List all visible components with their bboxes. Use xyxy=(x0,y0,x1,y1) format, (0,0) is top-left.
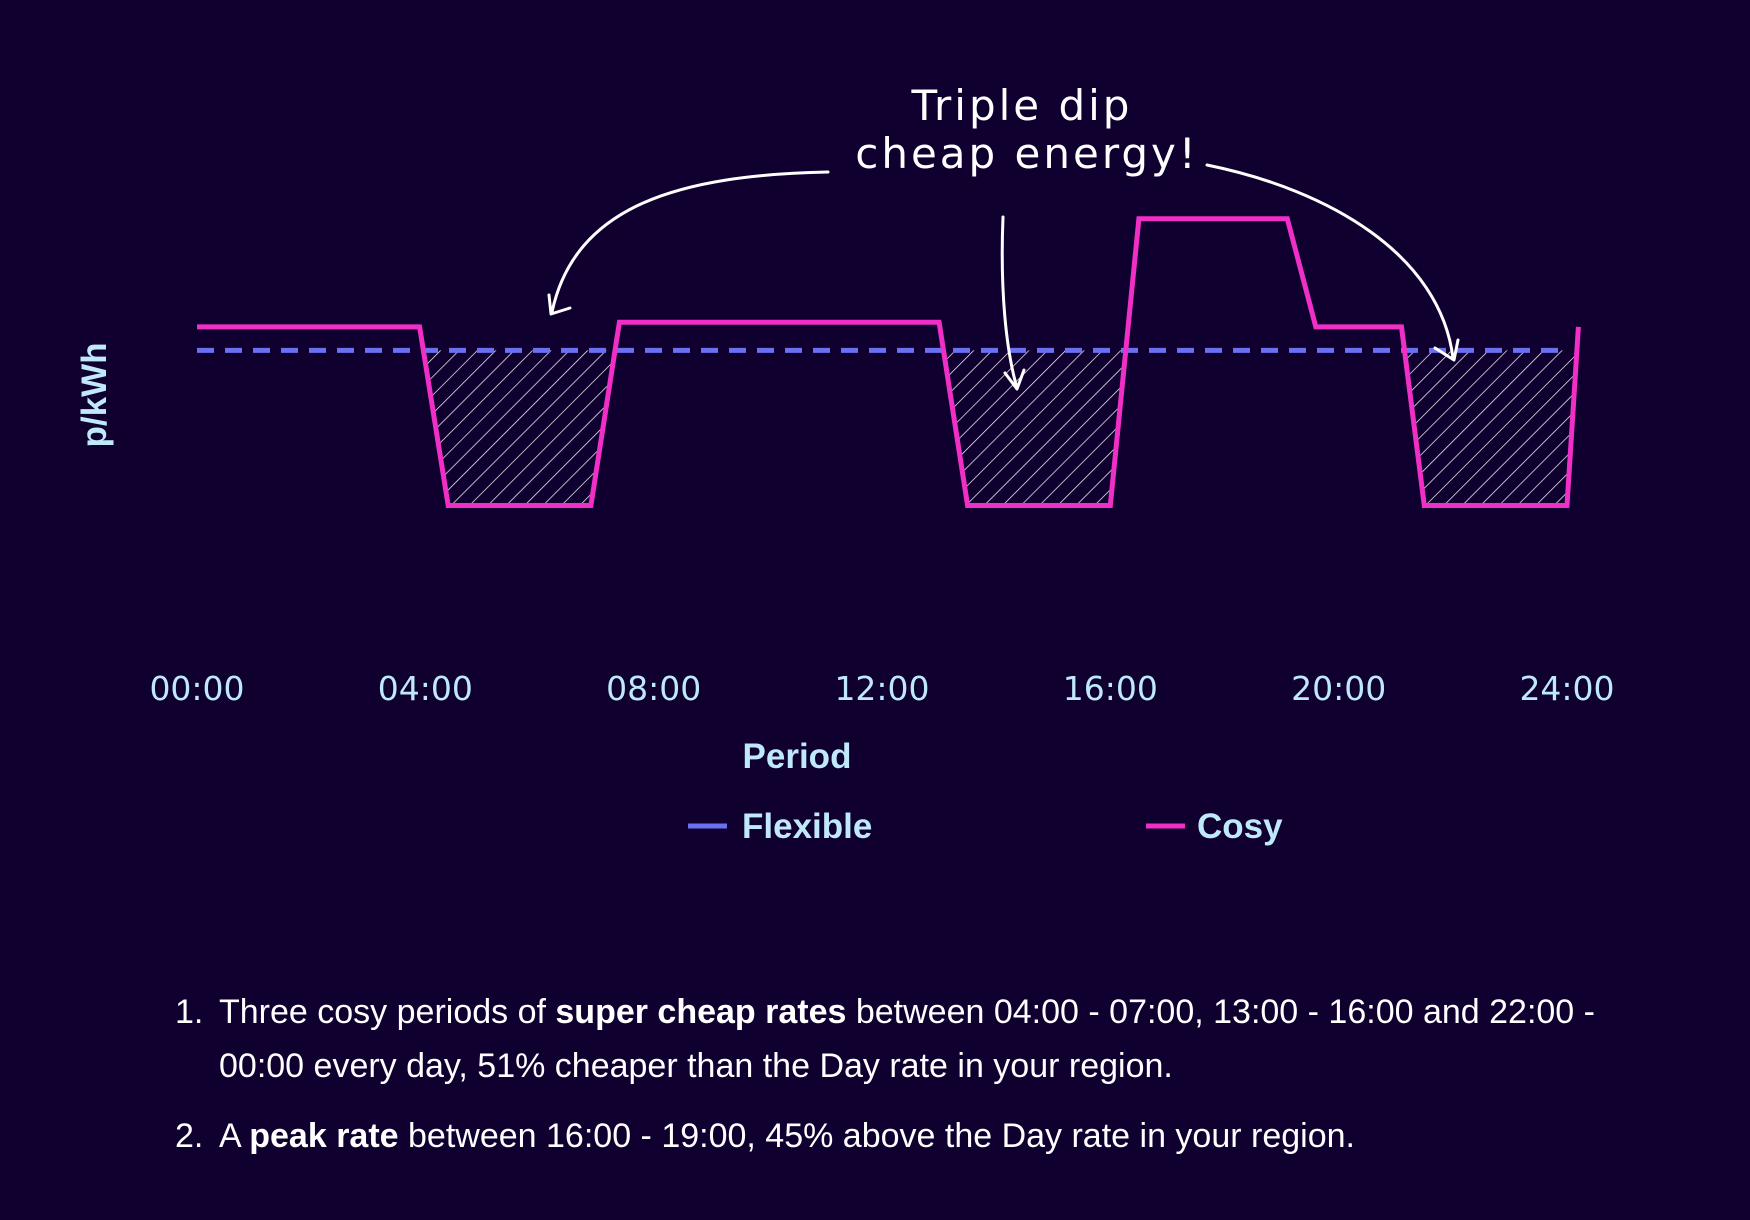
x-tick-label: 24:00 xyxy=(1519,669,1614,708)
tariff-chart: 00:00 04:00 08:00 12:00 16:00 20:00 24:00 p/kW… xyxy=(75,81,1615,846)
note-text: between 04:00 - 07:00, 13:00 - 16:00 and… xyxy=(219,993,1595,1085)
note-text: Three cosy periods of xyxy=(219,993,556,1031)
cheap-period-region xyxy=(423,350,615,506)
note-text: between 16:00 - 19:00, 45% above the Day… xyxy=(398,1117,1355,1155)
notes-list: 1. Three cosy periods of super cheap rate… xyxy=(175,985,1675,1179)
cheap-period-region xyxy=(943,350,1126,506)
x-axis-ticks: 00:00 04:00 08:00 12:00 16:00 20:00 24:00 xyxy=(149,669,1614,708)
series-cosy-line xyxy=(197,216,1581,508)
legend-flexible-label: Flexible xyxy=(742,807,872,846)
note-item: 2. A peak rate between 16:00 - 19:00, 45%… xyxy=(175,1109,1675,1163)
arrow-right-icon xyxy=(1205,163,1460,362)
note-item: 1. Three cosy periods of super cheap rate… xyxy=(175,985,1675,1093)
cheap-periods-hatching xyxy=(423,350,1577,506)
note-text: A xyxy=(219,1117,250,1155)
annotation-line-2: cheap energy! xyxy=(855,129,1198,178)
note-number: 1. xyxy=(175,993,204,1031)
y-axis-label: p/kWh xyxy=(75,343,114,448)
x-tick-label: 08:00 xyxy=(606,669,701,708)
x-tick-label: 12:00 xyxy=(834,669,929,708)
x-tick-label: 00:00 xyxy=(149,669,244,708)
note-bold: super cheap rates xyxy=(555,993,847,1031)
arrow-left-icon xyxy=(547,170,830,316)
series-layer xyxy=(197,216,1581,508)
x-tick-label: 16:00 xyxy=(1063,669,1158,708)
annotation-line-1: Triple dip xyxy=(911,81,1133,130)
legend-cosy-label: Cosy xyxy=(1197,807,1283,846)
annotation: Triple dip cheap energy! xyxy=(547,81,1460,391)
note-bold: peak rate xyxy=(249,1117,399,1155)
x-tick-label: 04:00 xyxy=(378,669,473,708)
x-axis-label: Period xyxy=(743,737,852,776)
note-number: 2. xyxy=(175,1117,204,1155)
arrow-middle-icon xyxy=(1000,215,1026,391)
x-tick-label: 20:00 xyxy=(1291,669,1386,708)
cheap-period-region xyxy=(1404,350,1577,506)
legend: Flexible Cosy xyxy=(688,807,1283,846)
